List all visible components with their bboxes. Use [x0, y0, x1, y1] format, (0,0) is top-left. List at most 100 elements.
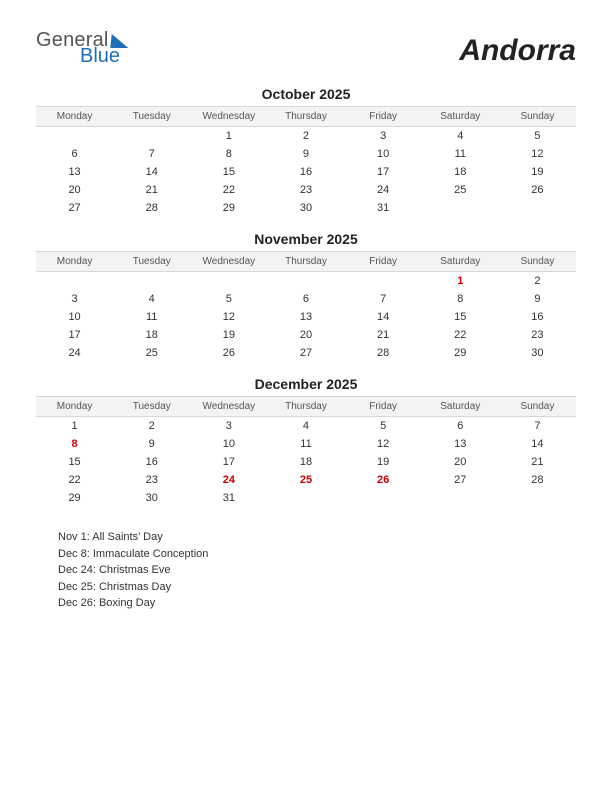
- month-title: December 2025: [36, 376, 576, 392]
- header: General Blue Andorra: [36, 30, 576, 68]
- day-header: Thursday: [267, 397, 344, 417]
- holiday-line: Nov 1: All Saints’ Day: [58, 529, 576, 546]
- day-cell: 15: [36, 453, 113, 471]
- day-cell: 10: [345, 145, 422, 163]
- day-cell: 27: [267, 344, 344, 362]
- table-row: 6789101112: [36, 145, 576, 163]
- day-cell: 16: [113, 453, 190, 471]
- logo-word-blue: Blue: [80, 46, 129, 66]
- day-cell: 10: [36, 308, 113, 326]
- day-header: Monday: [36, 252, 113, 272]
- day-cell: 13: [422, 435, 499, 453]
- day-cell: 9: [267, 145, 344, 163]
- day-header: Sunday: [499, 397, 576, 417]
- day-cell: 17: [345, 163, 422, 181]
- table-row: 22232425262728: [36, 471, 576, 489]
- day-cell: 24: [190, 471, 267, 489]
- calendar-container: October 2025MondayTuesdayWednesdayThursd…: [36, 86, 576, 507]
- day-cell: [36, 272, 113, 291]
- day-cell: 22: [422, 326, 499, 344]
- day-cell: 20: [422, 453, 499, 471]
- day-cell: 25: [113, 344, 190, 362]
- day-cell: 24: [36, 344, 113, 362]
- day-cell: 29: [36, 489, 113, 507]
- day-cell: 18: [422, 163, 499, 181]
- month-block: December 2025 MondayTuesdayWednesdayThurs…: [36, 376, 576, 507]
- day-cell: 16: [499, 308, 576, 326]
- day-header: Tuesday: [113, 397, 190, 417]
- day-cell: 9: [499, 290, 576, 308]
- holiday-line: Dec 24: Christmas Eve: [58, 562, 576, 579]
- day-cell: 23: [113, 471, 190, 489]
- day-cell: [345, 272, 422, 291]
- day-cell: 14: [499, 435, 576, 453]
- day-cell: 13: [36, 163, 113, 181]
- month-title: October 2025: [36, 86, 576, 102]
- day-cell: 6: [36, 145, 113, 163]
- day-cell: 25: [267, 471, 344, 489]
- day-cell: 18: [267, 453, 344, 471]
- day-header: Wednesday: [190, 397, 267, 417]
- day-cell: [422, 199, 499, 217]
- day-cell: 8: [190, 145, 267, 163]
- day-cell: 11: [422, 145, 499, 163]
- day-cell: 11: [113, 308, 190, 326]
- table-row: 13141516171819: [36, 163, 576, 181]
- holiday-line: Dec 26: Boxing Day: [58, 595, 576, 612]
- holiday-list: Nov 1: All Saints’ DayDec 8: Immaculate …: [58, 529, 576, 612]
- day-cell: 26: [190, 344, 267, 362]
- table-row: 1234567: [36, 417, 576, 436]
- calendar-table: MondayTuesdayWednesdayThursdayFridaySatu…: [36, 396, 576, 507]
- day-cell: 6: [422, 417, 499, 436]
- day-cell: 15: [190, 163, 267, 181]
- day-cell: 22: [36, 471, 113, 489]
- country-title: Andorra: [459, 34, 576, 68]
- day-header: Sunday: [499, 107, 576, 127]
- table-row: 10111213141516: [36, 308, 576, 326]
- day-cell: 19: [345, 453, 422, 471]
- table-row: 293031: [36, 489, 576, 507]
- day-cell: 5: [499, 127, 576, 146]
- day-header: Tuesday: [113, 252, 190, 272]
- day-header: Friday: [345, 252, 422, 272]
- day-cell: 25: [422, 181, 499, 199]
- day-cell: 31: [190, 489, 267, 507]
- day-cell: [190, 272, 267, 291]
- day-cell: 12: [190, 308, 267, 326]
- day-cell: 2: [267, 127, 344, 146]
- day-cell: 21: [499, 453, 576, 471]
- day-cell: 1: [422, 272, 499, 291]
- day-cell: 7: [499, 417, 576, 436]
- month-title: November 2025: [36, 231, 576, 247]
- day-cell: 18: [113, 326, 190, 344]
- logo: General Blue: [36, 30, 129, 66]
- table-row: 3456789: [36, 290, 576, 308]
- day-cell: 3: [36, 290, 113, 308]
- table-row: 20212223242526: [36, 181, 576, 199]
- table-row: 12345: [36, 127, 576, 146]
- day-cell: 31: [345, 199, 422, 217]
- month-block: November 2025MondayTuesdayWednesdayThurs…: [36, 231, 576, 362]
- table-row: 12: [36, 272, 576, 291]
- day-cell: 3: [345, 127, 422, 146]
- day-cell: 28: [113, 199, 190, 217]
- day-cell: 22: [190, 181, 267, 199]
- day-cell: 27: [36, 199, 113, 217]
- day-cell: 29: [422, 344, 499, 362]
- day-cell: 2: [113, 417, 190, 436]
- day-cell: 17: [36, 326, 113, 344]
- day-cell: 11: [267, 435, 344, 453]
- table-row: 2728293031: [36, 199, 576, 217]
- day-header: Friday: [345, 107, 422, 127]
- day-cell: 15: [422, 308, 499, 326]
- day-cell: 4: [422, 127, 499, 146]
- day-header: Wednesday: [190, 107, 267, 127]
- day-header: Tuesday: [113, 107, 190, 127]
- day-cell: 17: [190, 453, 267, 471]
- day-cell: [267, 272, 344, 291]
- day-cell: [499, 199, 576, 217]
- day-cell: 30: [267, 199, 344, 217]
- month-block: October 2025MondayTuesdayWednesdayThursd…: [36, 86, 576, 217]
- day-cell: 26: [345, 471, 422, 489]
- day-cell: 23: [499, 326, 576, 344]
